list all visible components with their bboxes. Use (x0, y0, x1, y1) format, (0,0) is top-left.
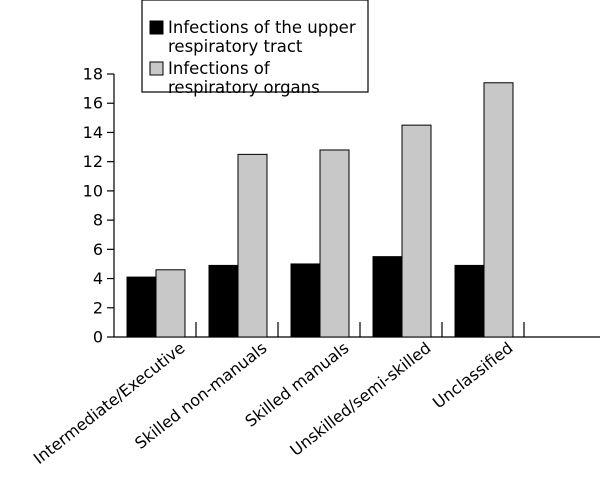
y-axis-ticks: 0 2 4 6 8 10 12 14 16 18 (83, 65, 114, 347)
bars (126, 82, 514, 338)
y-tick-label: 2 (93, 298, 103, 317)
legend-frame (141, 0, 369, 93)
y-tick-label: 16 (83, 94, 103, 113)
y-tick-label: 12 (83, 152, 103, 171)
bar-respiratory-organs (237, 153, 268, 338)
bar-respiratory-organs (401, 124, 432, 338)
x-category-label: Unclassified (429, 338, 516, 412)
y-tick-label: 18 (83, 65, 103, 84)
y-tick-label: 10 (83, 181, 103, 200)
legend-label-upper-respiratory-line2: respiratory tract (168, 37, 303, 56)
x-category-label: Unskilled/semi-skilled (286, 338, 434, 460)
bar-respiratory-organs (319, 149, 350, 338)
bar-upper-respiratory (372, 256, 403, 338)
bar-upper-respiratory (126, 276, 157, 338)
legend-label-respiratory-organs-line2: respiratory organs (168, 78, 320, 97)
bar-upper-respiratory (454, 264, 485, 338)
bar-upper-respiratory (208, 264, 239, 338)
y-tick-label: 14 (83, 123, 103, 142)
x-axis-ticks (195, 322, 525, 337)
legend-label-upper-respiratory-line1: Infections of the upper (168, 18, 356, 37)
legend-swatch-upper-respiratory (149, 20, 164, 35)
legend-swatch-respiratory-organs (149, 61, 164, 76)
bar-respiratory-organs (483, 82, 514, 338)
legend: Infections of the upper respiratory trac… (141, 0, 369, 97)
bar-upper-respiratory (290, 263, 321, 338)
y-tick-label: 4 (93, 269, 103, 288)
y-tick-label: 6 (93, 240, 103, 259)
x-category-label: Intermediate/Executive (30, 338, 189, 468)
legend-label-respiratory-organs-line1: Infections of (168, 59, 271, 78)
y-tick-label: 0 (93, 328, 103, 347)
y-tick-label: 8 (93, 211, 103, 230)
bar-respiratory-organs (155, 269, 186, 338)
x-category-label: Skilled non-manuals (131, 338, 270, 453)
